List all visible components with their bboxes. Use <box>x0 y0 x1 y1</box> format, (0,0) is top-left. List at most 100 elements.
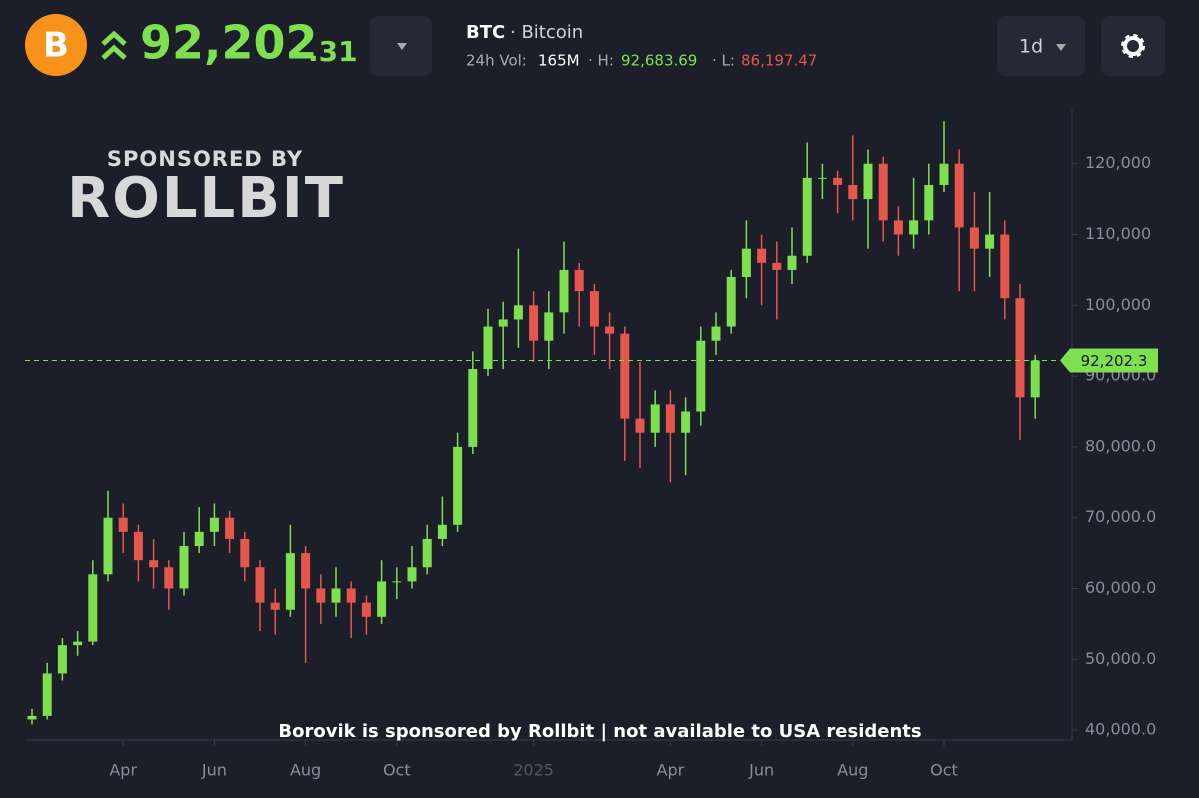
volume-label: 24h Vol: <box>466 52 527 70</box>
candle-body <box>605 326 615 334</box>
candle-body <box>589 291 599 327</box>
candle-body <box>377 581 387 617</box>
candle-body <box>650 404 660 433</box>
candle-body <box>27 715 37 720</box>
candle-body <box>346 588 356 603</box>
interval-button[interactable] <box>997 16 1085 76</box>
candle-body <box>620 333 630 419</box>
y-tick-label: 50,000.0 <box>1085 649 1156 668</box>
y-tick-label: 110,000 <box>1085 224 1151 243</box>
candle-body <box>483 326 493 370</box>
candle-body <box>179 546 189 589</box>
candle-body <box>833 177 843 185</box>
candle-body <box>301 553 311 589</box>
price: 92,202 <box>140 16 318 70</box>
x-tick-label: Jun <box>748 761 774 780</box>
candle-body <box>696 340 706 412</box>
x-tick-label: Aug <box>290 761 321 780</box>
sponsor-heading: SPONSORED BY <box>107 147 303 171</box>
candle-body <box>665 404 675 433</box>
candle-body <box>437 524 447 539</box>
candle-body <box>711 326 721 341</box>
candle-body <box>468 369 478 447</box>
candle-body <box>164 567 174 589</box>
candle-body <box>240 538 250 568</box>
low: 86,197.47 <box>741 52 817 70</box>
y-tick-label: 80,000.0 <box>1085 436 1156 455</box>
candle-body <box>1015 298 1025 398</box>
candle-body <box>316 588 326 603</box>
low-label: · L: <box>712 52 735 70</box>
y-tick-label: 60,000.0 <box>1085 578 1156 597</box>
candle-body <box>103 517 113 575</box>
y-tick-label: 120,000 <box>1085 153 1151 172</box>
last-price-label: 92,202.3 <box>1081 352 1148 370</box>
high-label: · H: <box>588 52 614 70</box>
volume: 165M <box>538 52 580 70</box>
candle-body <box>270 602 280 610</box>
candle-body <box>909 220 919 235</box>
candle-body <box>893 220 903 235</box>
dropdown-arrow <box>397 43 407 50</box>
candle-body <box>392 581 402 583</box>
candle-body <box>787 255 797 270</box>
candle-body <box>453 446 463 525</box>
x-tick-label: Oct <box>383 761 411 780</box>
candle-body <box>1000 234 1010 299</box>
candle-body <box>939 163 949 185</box>
candle-body <box>88 574 98 642</box>
candle-body <box>635 418 645 433</box>
candle-body <box>225 517 235 539</box>
candle-body <box>529 305 539 341</box>
candle-body <box>757 248 767 263</box>
x-tick-label: 2025 <box>513 761 554 780</box>
candle-body <box>513 305 523 320</box>
candle-body <box>985 234 995 249</box>
candle-body <box>42 673 52 716</box>
interval-arrow <box>1056 44 1066 51</box>
x-tick-label: Oct <box>930 761 958 780</box>
high: 92,683.69 <box>621 52 697 70</box>
coin-icon: B <box>25 14 87 76</box>
candle-body <box>1030 360 1040 398</box>
candle-body <box>574 269 584 292</box>
symbol-name: · Bitcoin <box>510 22 583 43</box>
candle-body <box>863 163 873 200</box>
y-tick-label: 40,000.0 <box>1085 720 1156 739</box>
candle-body <box>194 531 204 547</box>
candle-body <box>73 641 83 646</box>
settings-button[interactable] <box>1101 16 1165 76</box>
candle-body <box>954 163 964 228</box>
candle-body <box>559 269 569 313</box>
candle-body <box>848 184 858 200</box>
last-price-tag <box>1060 348 1158 373</box>
candle-body <box>741 248 751 277</box>
price-decimals: .31 <box>308 35 358 68</box>
candle-body <box>407 567 417 582</box>
x-tick-label: Apr <box>109 761 137 780</box>
candle-body <box>255 567 265 603</box>
candle-body <box>361 602 371 617</box>
candle-body <box>118 517 128 532</box>
candle-body <box>802 177 812 256</box>
candle-body <box>498 319 508 327</box>
candle-body <box>969 227 979 249</box>
candle-body <box>285 553 295 610</box>
candle-body <box>149 560 159 568</box>
sponsor-brand: ROLLBIT <box>67 166 345 231</box>
candle-body <box>422 538 432 568</box>
x-tick-label: Jun <box>201 761 227 780</box>
svg-text:B: B <box>43 26 69 66</box>
candle-body <box>544 312 554 341</box>
x-tick-label: Apr <box>657 761 685 780</box>
symbol: BTC <box>466 22 505 43</box>
candle-body <box>57 645 67 674</box>
candle-body <box>133 531 143 561</box>
candle-body <box>331 588 341 603</box>
gear-icon <box>1121 34 1145 58</box>
candle-body <box>924 184 934 221</box>
x-tick-label: Aug <box>837 761 868 780</box>
candle-body <box>878 163 888 221</box>
up-arrows <box>101 30 127 60</box>
